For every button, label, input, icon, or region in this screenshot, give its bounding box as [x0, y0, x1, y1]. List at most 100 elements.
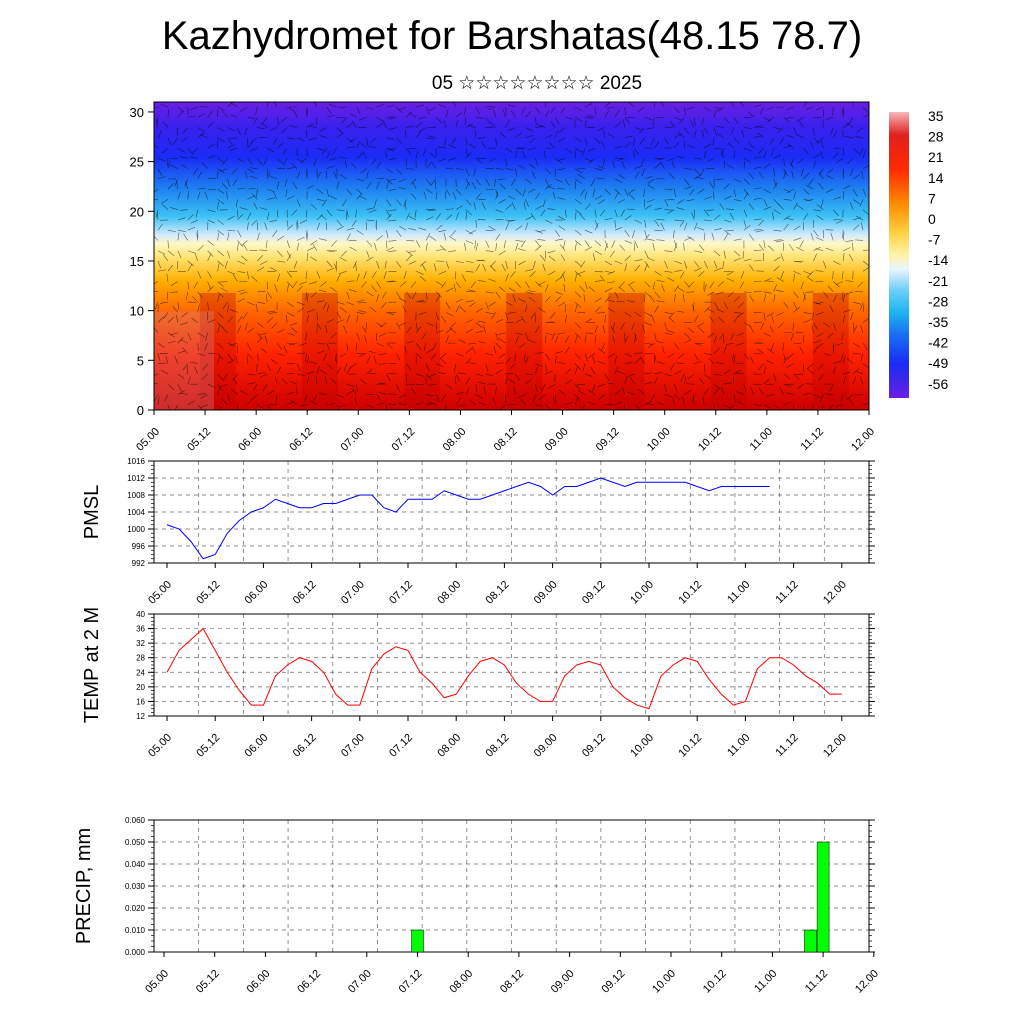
wind-vector: [634, 171, 640, 180]
wind-vector: [803, 188, 810, 195]
x-tick-label: 11.12: [803, 968, 830, 995]
wind-vector: [528, 339, 536, 344]
wind-vector: [664, 384, 667, 393]
wind-vector: [336, 366, 342, 375]
wind-vector: [614, 145, 623, 149]
wind-vector: [435, 281, 444, 286]
wind-vector: [398, 322, 407, 327]
heatmap-y-tick-label: 0: [137, 403, 144, 418]
wind-vector: [187, 264, 193, 272]
wind-vector: [723, 117, 730, 124]
wind-vector: [499, 183, 506, 190]
wind-vector: [594, 240, 602, 247]
wind-vector: [555, 351, 564, 354]
wind-vector: [588, 286, 596, 293]
wind-vector: [555, 238, 564, 241]
wind-vector: [853, 301, 861, 305]
wind-vector: [505, 106, 507, 115]
wind-vector: [577, 390, 586, 395]
wind-vector: [689, 188, 695, 196]
wind-vector: [241, 255, 248, 262]
wind-vector: [166, 273, 169, 282]
heatmap-y-tick-label: 5: [137, 353, 144, 368]
wind-vector: [260, 348, 268, 354]
wind-vector: [465, 178, 471, 186]
wind-vector: [290, 327, 298, 334]
wind-vector: [723, 250, 726, 259]
wind-vector: [515, 243, 519, 251]
wind-vector: [686, 144, 695, 149]
wind-vector: [321, 147, 328, 155]
wind-vector: [597, 127, 605, 131]
wind-vector: [445, 301, 451, 310]
wind-vector: [190, 106, 198, 111]
wind-vector: [656, 341, 665, 344]
wind-vector: [190, 219, 198, 224]
wind-vector: [356, 193, 363, 200]
colorbar-label: -56: [928, 376, 948, 392]
wind-vector: [217, 263, 220, 272]
wind-vector: [277, 329, 285, 334]
wind-vector: [306, 247, 315, 252]
wind-vector: [634, 259, 643, 262]
wind-vector: [458, 339, 466, 344]
wind-vector: [628, 193, 635, 200]
wind-vector: [507, 312, 516, 314]
wind-vector: [783, 401, 792, 406]
y-axis-label: PRECIP, mm: [73, 828, 95, 944]
wind-vector: [730, 332, 735, 341]
wind-vector: [829, 384, 834, 392]
wind-vector: [262, 384, 268, 392]
wind-vector: [416, 104, 424, 108]
wind-vector: [299, 342, 308, 346]
wind-vector: [296, 301, 305, 306]
wind-vector: [430, 353, 437, 360]
wind-vector: [623, 404, 626, 410]
wind-vector: [722, 260, 725, 269]
wind-vector: [773, 127, 782, 130]
wind-vector: [499, 353, 506, 359]
wind-vector: [445, 404, 447, 410]
wind-vector: [610, 325, 616, 334]
wind-vector: [366, 356, 371, 364]
wind-vector: [318, 393, 327, 395]
wind-vector: [494, 178, 496, 187]
wind-vector: [450, 230, 457, 237]
wind-vector: [465, 211, 468, 220]
wind-vector: [564, 335, 570, 344]
wind-vector: [237, 289, 246, 293]
wind-vector: [316, 188, 324, 194]
wind-vector: [342, 199, 347, 207]
wind-vector: [796, 204, 804, 210]
wind-vector: [217, 229, 225, 236]
wind-vector: [581, 404, 586, 410]
wind-vector: [177, 147, 185, 153]
wind-vector: [604, 110, 610, 118]
wind-vector: [217, 219, 225, 225]
wind-vector: [643, 189, 645, 198]
wind-vector: [402, 305, 407, 313]
wind-vector: [419, 276, 427, 282]
wind-vector: [651, 315, 655, 323]
wind-vector: [266, 404, 271, 410]
wind-vector: [269, 312, 278, 314]
wind-vector: [713, 250, 721, 257]
wind-vector: [766, 360, 774, 364]
wind-vector: [351, 387, 357, 395]
wind-vector: [718, 316, 725, 323]
wind-vector: [428, 135, 437, 139]
wind-vector: [434, 181, 437, 190]
x-tick-label: 12.00: [821, 732, 849, 760]
wind-vector: [323, 353, 328, 361]
wind-vector: [535, 281, 542, 288]
wind-vector: [727, 142, 735, 149]
wind-vector: [475, 330, 484, 334]
wind-vector: [766, 117, 774, 123]
wind-vector: [286, 240, 290, 249]
chart-title: Kazhydromet for Barshatas(48.15 78.7): [161, 14, 863, 58]
wind-vector: [519, 398, 526, 405]
wind-vector: [499, 286, 506, 293]
